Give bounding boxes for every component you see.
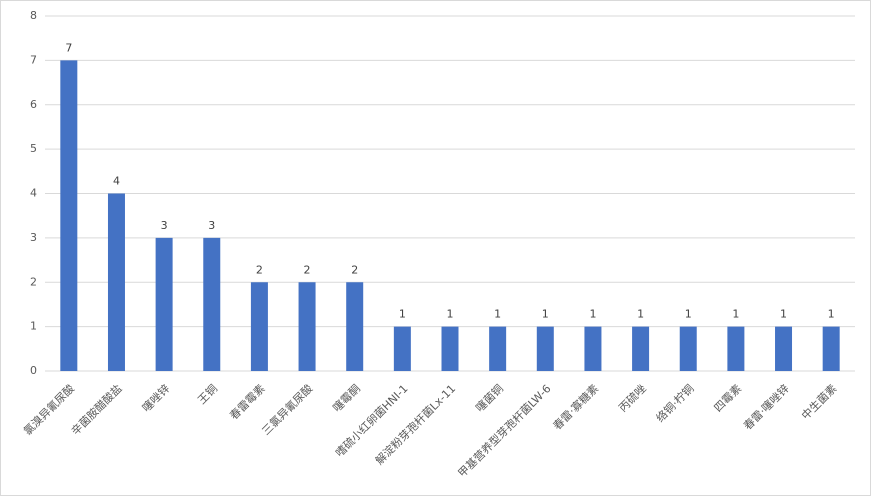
- bar: [632, 326, 650, 371]
- data-label: 1: [399, 308, 406, 321]
- data-label: 3: [161, 219, 168, 232]
- data-label: 1: [780, 308, 787, 321]
- y-tick-label: 5: [30, 142, 37, 155]
- data-label: 1: [589, 308, 596, 321]
- data-label: 3: [208, 219, 215, 232]
- bar: [346, 282, 364, 371]
- data-label: 2: [256, 263, 263, 276]
- y-tick-label: 4: [30, 187, 37, 200]
- data-label: 1: [685, 308, 692, 321]
- bar: [60, 60, 78, 371]
- bar: [775, 326, 793, 371]
- data-label: 1: [828, 308, 835, 321]
- bar: [298, 282, 316, 371]
- bar: [441, 326, 459, 371]
- y-tick-label: 0: [30, 364, 37, 377]
- data-label: 1: [447, 308, 454, 321]
- y-tick-label: 3: [30, 231, 37, 244]
- y-tick-label: 2: [30, 275, 37, 288]
- bar: [536, 326, 554, 371]
- data-label: 7: [65, 41, 72, 54]
- bar: [679, 326, 697, 371]
- data-label: 1: [494, 308, 501, 321]
- data-label: 2: [304, 263, 311, 276]
- bar: [393, 326, 411, 371]
- data-label: 1: [637, 308, 644, 321]
- y-tick-label: 6: [30, 98, 37, 111]
- data-label: 4: [113, 175, 120, 188]
- bar: [250, 282, 268, 371]
- bar: [203, 237, 221, 371]
- bar: [822, 326, 840, 371]
- bar: [727, 326, 745, 371]
- data-label: 1: [732, 308, 739, 321]
- bar: [489, 326, 507, 371]
- data-label: 2: [351, 263, 358, 276]
- y-tick-label: 7: [30, 53, 37, 66]
- bar: [107, 193, 125, 371]
- bar: [155, 237, 173, 371]
- bar: [584, 326, 602, 371]
- y-tick-label: 1: [30, 320, 37, 333]
- y-tick-label: 8: [30, 9, 37, 22]
- data-label: 1: [542, 308, 549, 321]
